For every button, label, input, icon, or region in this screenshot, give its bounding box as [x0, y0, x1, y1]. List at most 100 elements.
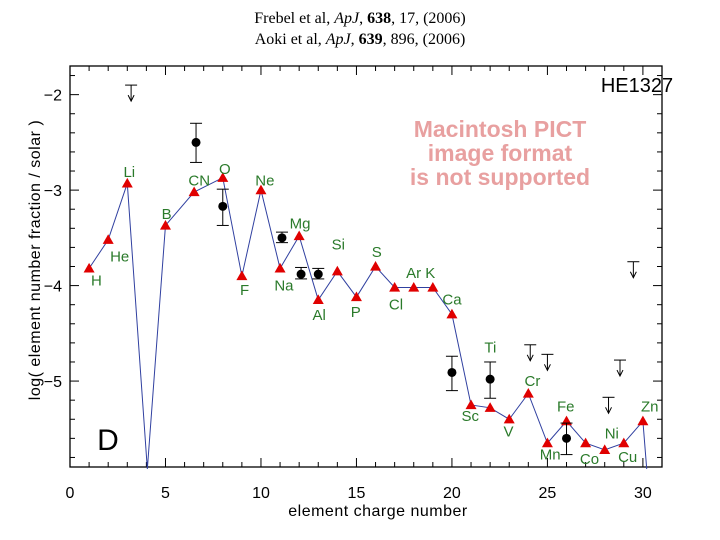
model-point	[618, 437, 630, 448]
upper-limit-arrow	[627, 261, 640, 279]
model-point	[408, 282, 420, 292]
y-tick-label: −2	[44, 88, 62, 105]
model-point	[331, 265, 343, 276]
upper-limits	[125, 84, 640, 415]
model-point	[427, 282, 439, 292]
x-tick-label: 10	[252, 485, 270, 502]
citation-fragment: Frebel et al,	[254, 10, 335, 27]
element-label: P	[351, 304, 361, 321]
y-tick-label: −3	[44, 183, 62, 200]
citation-line-2: Aoki et al, ApJ, 639, 896, (2006)	[0, 29, 720, 50]
model-point	[389, 282, 401, 292]
model-point	[293, 230, 305, 241]
limit-head	[127, 94, 135, 103]
model-point	[350, 291, 362, 302]
limit-head	[526, 354, 534, 362]
y-axis: −2 −3 −4 −5	[44, 75, 662, 458]
element-label: S	[372, 244, 382, 261]
observed-point	[296, 269, 306, 279]
citation-fragment: Aoki et al,	[254, 31, 326, 48]
citation-line-1: Frebel et al, ApJ, 638, 17, (2006)	[0, 8, 720, 29]
model-point	[503, 413, 515, 424]
model-point	[599, 444, 611, 454]
x-tick-label: 30	[634, 485, 652, 502]
observed-series	[190, 122, 573, 456]
element-label: Co	[580, 451, 599, 468]
limit-head	[629, 271, 637, 279]
x-tick-label: 5	[161, 485, 170, 502]
model-point	[522, 387, 534, 398]
model-point	[188, 186, 200, 197]
model-point	[580, 437, 592, 448]
citation-fragment: ,	[350, 31, 359, 48]
pict-notice-line: Macintosh PICT	[414, 116, 587, 142]
element-label: H	[91, 273, 102, 290]
citation-fragment: ApJ	[334, 10, 360, 27]
element-label: Cu	[618, 449, 637, 466]
element-label: Cr	[525, 373, 541, 390]
element-label: Sc	[461, 408, 479, 425]
element-label: B	[162, 206, 172, 223]
citation-fragment: 639	[358, 31, 383, 48]
upper-limit-arrow	[541, 353, 554, 372]
y-tick-label: −4	[44, 279, 62, 296]
limit-head	[543, 364, 551, 372]
x-axis-label: element charge number	[288, 503, 468, 520]
limit-head	[616, 369, 624, 378]
limit-head	[605, 407, 612, 415]
citation-fragment: , 17, (2006)	[391, 10, 466, 27]
citation-fragment: ApJ	[325, 31, 351, 48]
model-point	[236, 270, 248, 281]
element-label: Na	[274, 277, 294, 294]
model-point	[446, 308, 458, 319]
pict-notice-line: is not supported	[410, 164, 590, 190]
element-label: Li	[123, 164, 135, 181]
x-tick-label: 25	[539, 485, 557, 502]
element-label: F	[240, 282, 249, 299]
element-label: Ni	[605, 425, 619, 442]
model-point	[83, 262, 95, 273]
model-point	[102, 234, 114, 244]
element-label: He	[110, 249, 129, 266]
element-label: Ar K	[406, 265, 435, 282]
upper-limit-arrow	[613, 359, 626, 378]
element-label: Zn	[641, 399, 659, 416]
x-tick-label: 20	[443, 485, 461, 502]
x-axis: 0 5 10 15 20 25 30	[66, 66, 663, 502]
panel-label: D	[97, 424, 119, 457]
figure-header: Frebel et al, ApJ, 638, 17, (2006) Aoki …	[0, 8, 720, 50]
element-labels: H He Li B CN O Ne F Mg Na Si S Al P Ar KCl Ca Ti Sc Cr V Fe Z…	[91, 161, 659, 468]
y-axis-label: log( element number fraction / solar )	[27, 120, 44, 400]
upper-limit-arrow	[524, 344, 537, 362]
model-point	[274, 262, 286, 273]
x-tick-label: 15	[348, 485, 366, 502]
element-label: Si	[332, 236, 345, 253]
model-point	[637, 415, 649, 426]
model-point	[370, 261, 382, 271]
pict-notice-line: image format	[428, 140, 573, 166]
element-label: Mn	[540, 446, 561, 463]
observed-point	[562, 433, 572, 443]
observed-point	[218, 201, 228, 211]
y-tick-label: −5	[44, 374, 62, 391]
model-point	[484, 402, 496, 412]
model-line	[88, 176, 648, 470]
observed-point	[313, 269, 323, 279]
citation-fragment: ,	[359, 10, 368, 27]
observed-point	[485, 374, 495, 384]
citation-fragment: , 896, (2006)	[382, 31, 466, 48]
element-label: O	[219, 161, 231, 178]
model-point	[217, 172, 229, 182]
element-label: Ca	[442, 292, 462, 309]
model-point	[159, 219, 171, 230]
model-point	[541, 437, 553, 448]
x-tick-label: 0	[66, 485, 75, 502]
element-label: Cl	[389, 296, 403, 313]
star-label: HE1327	[601, 75, 673, 97]
observed-point	[191, 137, 201, 147]
element-label: Ti	[484, 339, 496, 356]
model-point	[465, 399, 477, 410]
model-point	[255, 184, 267, 195]
model-point	[312, 294, 324, 305]
